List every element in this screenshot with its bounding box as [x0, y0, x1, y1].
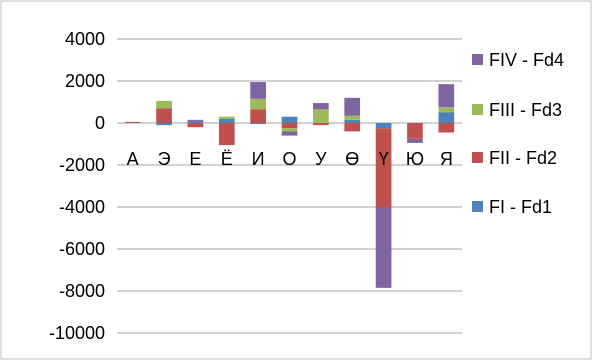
- legend-label: FIV - Fd4: [489, 50, 564, 70]
- bar-segment: [250, 82, 266, 99]
- category-label: Ю: [406, 149, 424, 169]
- bar-segment: [156, 100, 172, 109]
- bar-segment: [407, 123, 423, 139]
- legend-label: FII - Fd2: [489, 148, 557, 168]
- category-label: У: [315, 149, 327, 169]
- legend-swatch: [472, 201, 483, 212]
- bar-segment: [281, 116, 298, 123]
- bar-segment: [313, 109, 329, 123]
- bar-segment: [218, 123, 235, 146]
- category-label: А: [127, 149, 139, 169]
- category-label: Ё: [221, 149, 233, 169]
- category-label: Я: [440, 149, 453, 169]
- y-tick-label: -8000: [59, 281, 105, 301]
- legend: FIV - Fd4 FIII - Fd3 FII - Fd2 FI - Fd1: [472, 50, 564, 217]
- legend-label: FI - Fd1: [489, 197, 552, 217]
- category-label: О: [282, 149, 296, 169]
- bar-segment: [344, 123, 361, 132]
- y-tick-label: 0: [95, 113, 105, 133]
- bar-segment: [438, 112, 455, 123]
- bars: [124, 82, 455, 288]
- bar-segment: [375, 128, 392, 207]
- bar-segment: [281, 131, 298, 136]
- bar-segment: [250, 123, 266, 125]
- category-label: И: [252, 149, 265, 169]
- y-tick-label: -4000: [59, 197, 105, 217]
- bar-segment: [407, 138, 423, 143]
- bar-segment: [281, 128, 298, 132]
- legend-swatch: [472, 54, 483, 65]
- category-label: Ү: [379, 149, 389, 169]
- bar-segment: [344, 115, 361, 120]
- bar-segment: [187, 123, 204, 128]
- gridlines: [117, 38, 462, 334]
- bar-segment: [344, 119, 361, 123]
- bar-segment: [438, 107, 455, 113]
- legend-label: FIII - Fd3: [489, 100, 562, 120]
- bar-segment: [313, 123, 329, 126]
- bar-segment: [218, 118, 235, 123]
- legend-swatch: [472, 152, 483, 163]
- bar-segment: [250, 98, 266, 110]
- legend-swatch: [472, 104, 483, 115]
- bar-segment: [250, 109, 266, 123]
- bar-segment: [124, 121, 141, 123]
- bar-segment: [156, 123, 172, 126]
- bar-segment: [156, 108, 172, 123]
- y-tick-label: -2000: [59, 155, 105, 175]
- bar-segment: [218, 116, 235, 119]
- category-label: Э: [158, 149, 171, 169]
- category-label: Ө: [345, 149, 359, 169]
- bar-segment: [187, 119, 204, 121]
- bar-segment: [281, 123, 298, 129]
- y-tick-label: -6000: [59, 239, 105, 259]
- category-label: Е: [189, 149, 201, 169]
- bar-segment: [344, 97, 361, 116]
- bar-segment: [438, 84, 455, 108]
- bar-segment: [438, 123, 455, 133]
- y-axis-ticks: 4000 2000 0 -2000 -4000 -6000 -8000 -10000: [49, 29, 105, 343]
- bar-segment: [187, 120, 204, 123]
- y-tick-label: -10000: [49, 323, 105, 343]
- bar-segment: [375, 123, 392, 129]
- y-tick-label: 4000: [65, 29, 105, 49]
- y-tick-label: 2000: [65, 71, 105, 91]
- bar-segment: [375, 207, 392, 288]
- bar-segment: [313, 103, 329, 110]
